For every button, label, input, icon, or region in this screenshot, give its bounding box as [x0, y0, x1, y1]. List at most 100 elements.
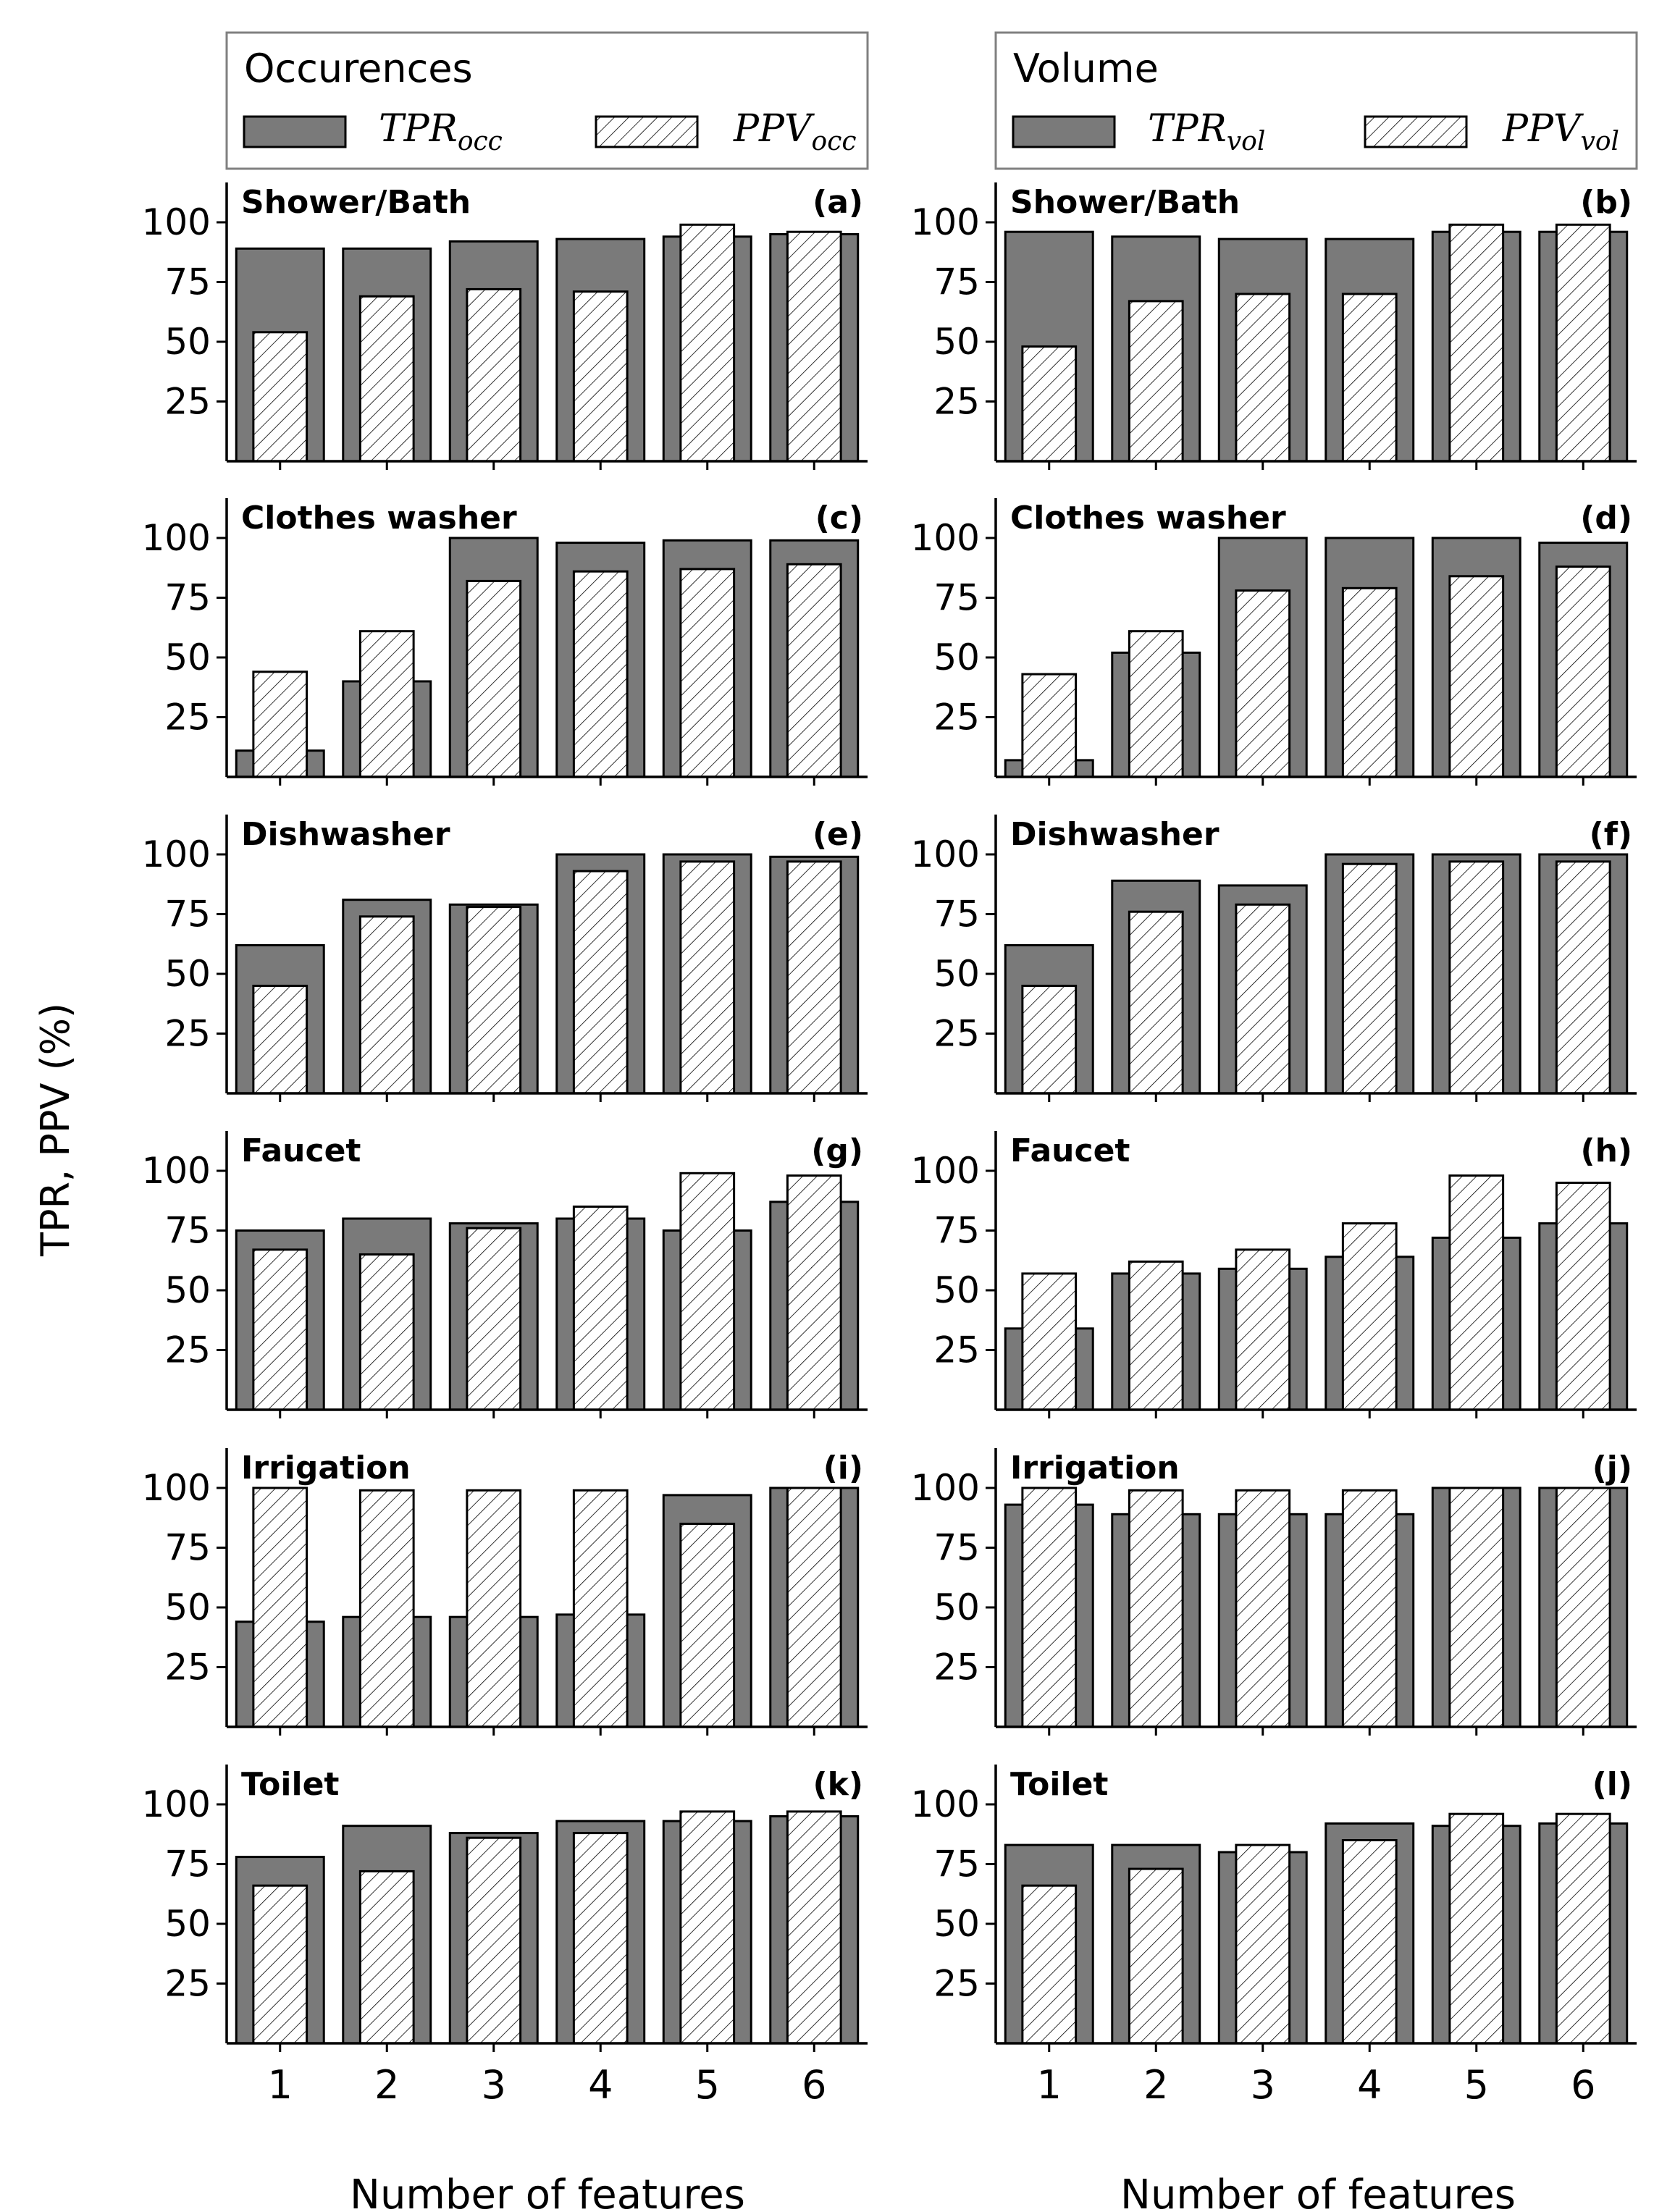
- panel-letter: (h): [1580, 1132, 1632, 1169]
- y-tick-label: 100: [911, 1783, 980, 1825]
- y-tick-label: 25: [164, 1013, 211, 1055]
- y-axis-label: TPR, PPV (%): [33, 1003, 78, 1257]
- bar-ppv-5: [679, 568, 736, 778]
- bar-ppv-1: [252, 670, 308, 778]
- y-tick-label: 25: [933, 1013, 980, 1055]
- bar-ppv-2: [358, 1489, 415, 1728]
- bar-ppv-3: [1235, 293, 1291, 463]
- legend-volume: Volume TPRvol PPVvol: [994, 31, 1638, 170]
- y-tick-label: 25: [164, 381, 211, 423]
- legend-title: Volume: [1013, 46, 1159, 91]
- legend-swatch-ppv: [1364, 115, 1468, 148]
- bar-ppv-1: [252, 985, 308, 1095]
- y-tick-label: 100: [911, 517, 980, 559]
- y-tick-label: 75: [933, 1843, 980, 1885]
- y-tick-label: 25: [164, 1329, 211, 1371]
- y-tick-label: 75: [933, 893, 980, 935]
- bar-ppv-4: [572, 1489, 629, 1728]
- panel-j: 25 50 75 100 Irrigation (j): [911, 1448, 1637, 1736]
- panel-letter: (k): [813, 1766, 863, 1803]
- legend-swatch-ppv: [595, 115, 699, 148]
- y-tick-label: 25: [164, 1963, 211, 2005]
- bar-ppv-5: [679, 860, 736, 1095]
- y-tick-label: 25: [164, 1647, 211, 1689]
- y-tick-label: 75: [164, 261, 211, 303]
- bar-ppv-5: [1448, 223, 1505, 463]
- bar-ppv-3: [1235, 903, 1291, 1095]
- bar-ppv-4: [1341, 586, 1398, 778]
- panel-h: 25 50 75 100 Faucet (h): [911, 1131, 1637, 1418]
- y-tick-label: 75: [164, 577, 211, 619]
- bar-ppv-4: [572, 290, 629, 463]
- bar-ppv-3: [466, 906, 522, 1095]
- y-tick-label: 50: [164, 321, 211, 363]
- y-tick-label: 100: [911, 1467, 980, 1509]
- bar-ppv-4: [1341, 1489, 1398, 1728]
- y-tick-label: 50: [164, 1586, 211, 1628]
- y-tick-label: 25: [933, 381, 980, 423]
- x-tick-label: 1: [1037, 2062, 1062, 2108]
- panel-f: 25 50 75 100 Dishwasher (f): [911, 815, 1637, 1102]
- y-tick-label: 50: [164, 636, 211, 678]
- bar-ppv-2: [358, 295, 415, 463]
- x-tick-label: 5: [1464, 2062, 1489, 2108]
- panel-title: Dishwasher: [241, 816, 450, 853]
- panel-letter: (j): [1592, 1450, 1632, 1486]
- x-tick-label: 5: [695, 2062, 720, 2108]
- bar-ppv-1: [1021, 673, 1078, 778]
- panel-title: Faucet: [241, 1132, 361, 1169]
- panel-title: Clothes washer: [1010, 500, 1286, 537]
- panel-title: Irrigation: [241, 1450, 411, 1486]
- y-tick-label: 100: [142, 833, 211, 875]
- bar-ppv-2: [1128, 1489, 1184, 1728]
- y-tick-label: 100: [142, 1467, 211, 1509]
- panel-letter: (b): [1580, 184, 1632, 221]
- y-tick-label: 100: [911, 201, 980, 243]
- x-tick-label: 3: [482, 2062, 506, 2108]
- legends: Occurences TPRocc PPVocc Volume TPRvol PPVvol: [225, 31, 1638, 170]
- bar-ppv-2: [358, 1253, 415, 1411]
- y-tick-label: 75: [933, 577, 980, 619]
- bar-ppv-2: [358, 630, 415, 778]
- x-axis-label-left: Number of features: [350, 2171, 745, 2212]
- x-tick-label: 3: [1251, 2062, 1275, 2108]
- bar-ppv-3: [466, 287, 522, 463]
- y-tick-label: 50: [933, 953, 980, 995]
- panel-a: 25 50 75 100 Shower/Bath (a): [142, 182, 868, 470]
- panel-title: Shower/Bath: [1010, 184, 1240, 221]
- bar-ppv-6: [786, 1810, 842, 2045]
- bar-ppv-2: [1128, 1867, 1184, 2045]
- legend-swatch-tpr: [243, 115, 347, 148]
- x-tick-label: 1: [268, 2062, 293, 2108]
- y-tick-label: 100: [142, 517, 211, 559]
- y-tick-label: 100: [911, 1150, 980, 1192]
- y-tick-label: 50: [164, 1269, 211, 1311]
- bar-ppv-4: [1341, 293, 1398, 463]
- x-tick-label: 4: [1357, 2062, 1382, 2108]
- panel-title: Dishwasher: [1010, 816, 1219, 853]
- y-tick-label: 75: [933, 1527, 980, 1569]
- bar-ppv-6: [786, 860, 842, 1095]
- bar-ppv-1: [1021, 1272, 1078, 1411]
- x-tick-label: 4: [588, 2062, 613, 2108]
- bar-ppv-2: [1128, 910, 1184, 1095]
- panel-letter: (c): [815, 500, 863, 537]
- y-tick-label: 50: [933, 636, 980, 678]
- bar-ppv-6: [786, 230, 842, 463]
- panel-e: 25 50 75 100 Dishwasher (e): [142, 815, 868, 1102]
- bar-ppv-5: [1448, 1812, 1505, 2045]
- bar-ppv-6: [1555, 1182, 1611, 1411]
- bar-ppv-6: [786, 563, 842, 778]
- x-tick-label: 2: [374, 2062, 399, 2108]
- panel-k: 25 50 75 100 1 2 3 4 5 6 Toilet (k): [142, 1765, 868, 2108]
- panel-title: Toilet: [1010, 1766, 1108, 1803]
- bar-ppv-4: [572, 1832, 629, 2045]
- panel-letter: (g): [811, 1132, 863, 1169]
- panel-letter: (i): [823, 1450, 863, 1486]
- panel-c: 25 50 75 100 Clothes washer (c): [142, 498, 868, 786]
- y-tick-label: 50: [164, 953, 211, 995]
- bar-ppv-4: [1341, 1222, 1398, 1411]
- y-tick-label: 50: [164, 1903, 211, 1945]
- panel-title: Irrigation: [1010, 1450, 1180, 1486]
- bar-ppv-3: [1235, 1248, 1291, 1411]
